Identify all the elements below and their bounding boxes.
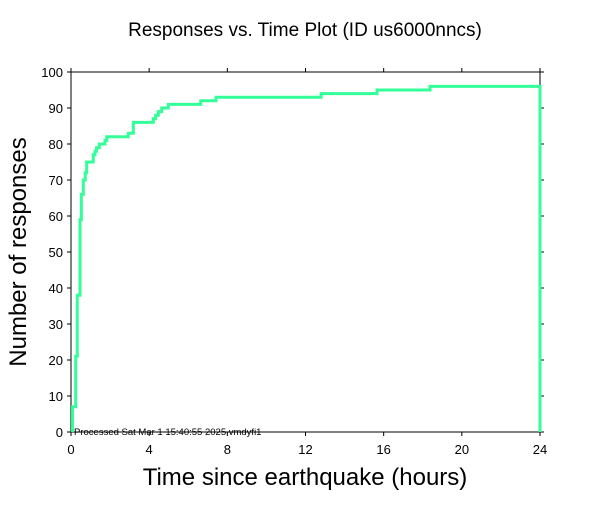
y-tick-label: 0 bbox=[56, 425, 63, 440]
y-tick-label: 70 bbox=[49, 173, 63, 188]
x-tick-label: 20 bbox=[455, 442, 469, 457]
axes: 0 10 20 30 40 50 60 70 80 90 100 0 4 8 12 16 20 24 bbox=[41, 65, 547, 457]
x-tick-label: 16 bbox=[376, 442, 390, 457]
y-tick-label: 20 bbox=[49, 353, 63, 368]
x-tick-label: 4 bbox=[146, 442, 153, 457]
y-tick-label: 10 bbox=[49, 389, 63, 404]
y-tick-label: 60 bbox=[49, 209, 63, 224]
footer-processed-text: Processed Sat Mar 1 15:40:55 2025 vmdyfi… bbox=[74, 427, 261, 438]
y-tick-label: 100 bbox=[41, 65, 63, 80]
x-tick-label: 0 bbox=[67, 442, 74, 457]
y-tick-label: 80 bbox=[49, 137, 63, 152]
x-axis-label: Time since earthquake (hours) bbox=[143, 464, 468, 491]
x-tick-label: 24 bbox=[533, 442, 547, 457]
x-tick-label: 8 bbox=[224, 442, 231, 457]
y-axis-label: Number of responses bbox=[5, 137, 32, 366]
series-line-cumulative-responses bbox=[71, 84, 542, 432]
y-tick-label: 50 bbox=[49, 245, 63, 260]
y-tick-label: 40 bbox=[49, 281, 63, 296]
y-tick-label: 90 bbox=[49, 101, 63, 116]
chart-title: Responses vs. Time Plot (ID us6000nncs) bbox=[128, 20, 482, 41]
y-tick-label: 30 bbox=[49, 317, 63, 332]
plot-frame bbox=[70, 71, 541, 433]
x-tick-label: 12 bbox=[298, 442, 312, 457]
